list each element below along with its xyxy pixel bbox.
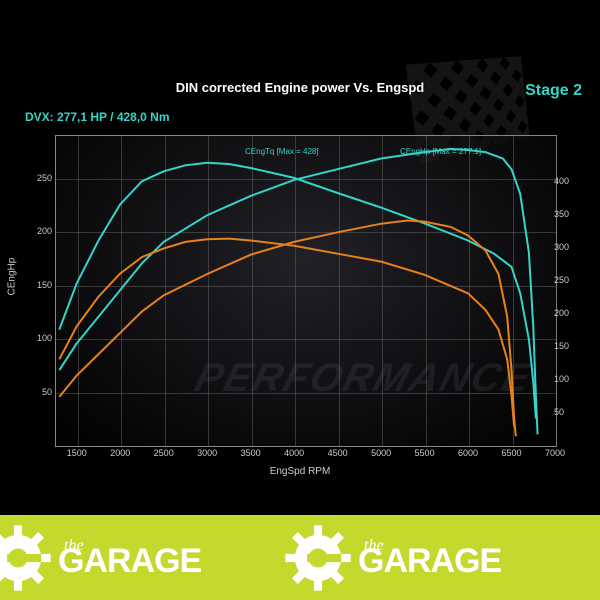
y-tick-right: 50 [554, 407, 578, 417]
y-tick-left: 250 [30, 173, 52, 183]
x-tick: 3500 [236, 448, 266, 458]
x-axis-label: EngSpd RPM [0, 466, 600, 477]
banner-left: the GARAGE [0, 515, 300, 600]
series-label-hp: CEngHp [Max = 277.1] [400, 147, 481, 156]
x-tick: 2000 [105, 448, 135, 458]
y-tick-right: 200 [554, 308, 578, 318]
y-tick-right: 350 [554, 209, 578, 219]
y-tick-right: 250 [554, 275, 578, 285]
y-tick-left: 200 [30, 226, 52, 236]
banner-right: the GARAGE [300, 515, 600, 600]
x-tick: 2500 [149, 448, 179, 458]
banner-garage: GARAGE [358, 548, 501, 575]
x-tick: 7000 [540, 448, 570, 458]
banner-garage: GARAGE [58, 548, 201, 575]
series-hp_stock [59, 221, 516, 437]
y-axis-label-left: CEngHp [7, 258, 18, 296]
y-tick-right: 300 [554, 242, 578, 252]
x-tick: 5500 [410, 448, 440, 458]
dvx-readout: DVX: 277,1 HP / 428,0 Nm [25, 110, 170, 124]
series-tq_stock [59, 239, 514, 427]
x-tick: 4000 [279, 448, 309, 458]
gear-icon [284, 524, 352, 592]
y-tick-right: 100 [554, 374, 578, 384]
chart-lines [55, 135, 555, 445]
banner-text-right: the GARAGE [358, 540, 501, 576]
gear-icon [0, 524, 52, 592]
banner-text-left: the GARAGE [58, 540, 201, 576]
x-tick: 5000 [366, 448, 396, 458]
y-tick-right: 150 [554, 341, 578, 351]
x-tick: 6500 [497, 448, 527, 458]
footer-banner: the GARAGE the GARAGE [0, 515, 600, 600]
x-tick: 3000 [192, 448, 222, 458]
y-tick-right: 400 [554, 176, 578, 186]
chart-title: DIN corrected Engine power Vs. Engspd [0, 80, 600, 95]
root: DIN corrected Engine power Vs. Engspd St… [0, 0, 600, 600]
series-label-tq: CEngTq [Max = 428] [245, 147, 319, 156]
x-tick: 6000 [453, 448, 483, 458]
series-tq_tuned [59, 163, 536, 419]
y-tick-left: 150 [30, 280, 52, 290]
y-tick-left: 100 [30, 333, 52, 343]
x-tick: 4500 [323, 448, 353, 458]
x-tick: 1500 [62, 448, 92, 458]
stage-label: Stage 2 [525, 82, 582, 100]
y-tick-left: 50 [30, 387, 52, 397]
